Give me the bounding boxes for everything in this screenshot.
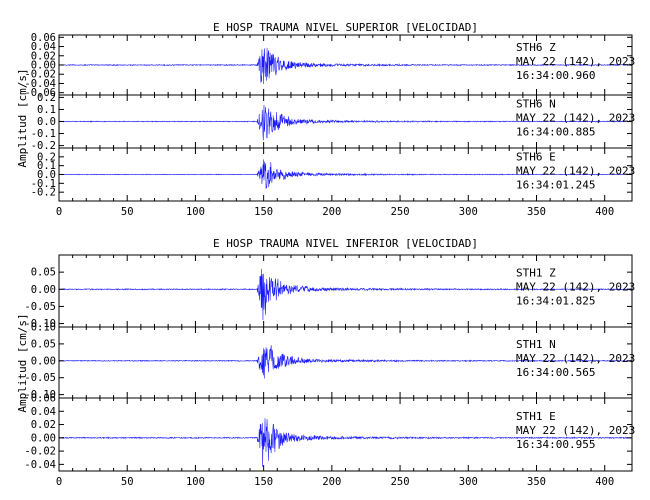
y-tick-label: 0.04	[31, 406, 56, 418]
x-tick-label: 400	[595, 206, 614, 218]
trace-panel-sth6-z: 0.060.040.020.00-0.02-0.04-0.06 STH6 ZMAY…	[24, 32, 635, 99]
x-tick-label: 0	[56, 476, 62, 488]
y-tick-label: -0.1	[31, 178, 56, 190]
y-axis-label: Amplitud [cm/s]	[16, 68, 29, 167]
y-tick-label: 0.0	[37, 169, 56, 181]
chart-title: E HOSP TRAUMA NIVEL INFERIOR [VELOCIDAD]	[213, 237, 478, 250]
waveform-trace	[58, 418, 633, 467]
record-time-label: 16:34:01.825	[516, 295, 595, 308]
x-tick-label: 200	[322, 476, 341, 488]
x-tick-label: 50	[121, 206, 134, 218]
record-date-label: MAY 22 (142), 2023	[516, 164, 635, 177]
record-time-label: 16:34:00.565	[516, 366, 595, 379]
x-tick-label: 100	[186, 476, 205, 488]
record-time-label: 16:34:00.960	[516, 69, 595, 82]
y-tick-label: -0.04	[24, 459, 56, 471]
y-tick-label: 0.00	[31, 60, 56, 72]
x-tick-label: 250	[391, 476, 410, 488]
x-tick-label: 200	[322, 206, 341, 218]
station-component-label: STH1 E	[516, 410, 556, 423]
y-tick-label: 0.05	[31, 267, 56, 279]
y-tick-label: 0.2	[37, 151, 56, 163]
record-time-label: 16:34:00.955	[516, 438, 595, 451]
record-time-label: 16:34:01.245	[516, 178, 595, 191]
y-tick-label: -0.1	[31, 128, 56, 140]
y-tick-label: -0.04	[24, 78, 56, 90]
y-tick-label: -0.10	[24, 389, 56, 401]
x-tick-label: 400	[595, 476, 614, 488]
y-tick-label: -0.10	[24, 318, 56, 330]
waveform-trace	[58, 47, 633, 84]
y-tick-label: 0.00	[31, 284, 56, 296]
y-tick-label: -0.05	[24, 372, 56, 384]
station-component-label: STH6 N	[516, 97, 556, 110]
x-tick-label: 350	[527, 476, 546, 488]
station-component-label: STH6 E	[516, 150, 556, 163]
y-tick-label: 0.2	[37, 92, 56, 104]
chart-title: E HOSP TRAUMA NIVEL SUPERIOR [VELOCIDAD]	[213, 21, 478, 34]
record-date-label: MAY 22 (142), 2023	[516, 352, 635, 365]
y-tick-label: 0.10	[31, 322, 56, 334]
y-tick-label: 0.00	[31, 432, 56, 444]
y-tick-label: 0.0	[37, 116, 56, 128]
waveform-trace	[58, 104, 633, 141]
y-tick-label: -0.05	[24, 301, 56, 313]
x-tick-label: 100	[186, 206, 205, 218]
y-tick-label: 0.02	[31, 50, 56, 62]
x-tick-label: 350	[527, 206, 546, 218]
y-tick-label: 0.04	[31, 41, 56, 53]
station-component-label: STH1 N	[516, 338, 556, 351]
x-tick-label: 300	[459, 206, 478, 218]
y-tick-label: -0.2	[31, 140, 56, 152]
x-tick-label: 150	[254, 206, 273, 218]
y-tick-label: 0.05	[31, 338, 56, 350]
x-tick-label: 150	[254, 476, 273, 488]
station-component-label: STH6 Z	[516, 41, 556, 54]
record-time-label: 16:34:00.885	[516, 125, 595, 138]
y-tick-label: 0.00	[31, 355, 56, 367]
y-tick-label: -0.06	[24, 87, 56, 99]
y-tick-label: 0.06	[31, 393, 56, 405]
x-tick-label: 0	[56, 206, 62, 218]
waveform-trace	[58, 268, 633, 321]
y-tick-label: 0.02	[31, 419, 56, 431]
seismogram-chart-2: E HOSP TRAUMA NIVEL INFERIOR [VELOCIDAD]…	[16, 237, 635, 488]
x-tick-label: 250	[391, 206, 410, 218]
record-date-label: MAY 22 (142), 2023	[516, 111, 635, 124]
waveform-trace	[58, 345, 633, 379]
record-date-label: MAY 22 (142), 2023	[516, 424, 635, 437]
y-tick-label: -0.2	[31, 187, 56, 199]
y-tick-label: 0.1	[37, 104, 56, 116]
seismogram-chart-1: E HOSP TRAUMA NIVEL SUPERIOR [VELOCIDAD]…	[16, 21, 635, 218]
waveform-trace	[58, 159, 633, 189]
y-tick-label: 0.1	[37, 160, 56, 172]
record-date-label: MAY 22 (142), 2023	[516, 55, 635, 68]
y-tick-label: -0.02	[24, 69, 56, 81]
x-tick-label: 50	[121, 476, 134, 488]
y-axis-label: Amplitud [cm/s]	[16, 313, 29, 412]
y-tick-label: 0.06	[31, 32, 56, 44]
y-tick-label: -0.02	[24, 446, 56, 458]
x-tick-label: 300	[459, 476, 478, 488]
record-date-label: MAY 22 (142), 2023	[516, 281, 635, 294]
station-component-label: STH1 Z	[516, 267, 556, 280]
